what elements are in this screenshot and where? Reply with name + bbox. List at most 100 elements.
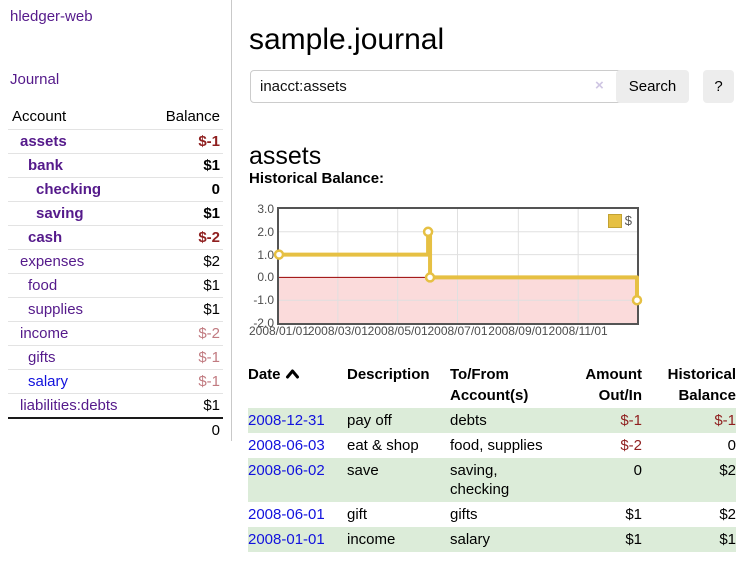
transaction-date-link[interactable]: 2008-01-01 [248, 531, 325, 548]
transaction-description: save [347, 462, 379, 479]
accounts-total-balance: 0 [145, 417, 223, 442]
transaction-date-link[interactable]: 2008-06-02 [248, 462, 325, 479]
account-link[interactable]: supplies [28, 301, 84, 318]
account-link[interactable]: food [28, 277, 58, 294]
transaction-accounts: debts [450, 412, 487, 429]
y-axis-tick: -1.0 [253, 293, 274, 308]
x-axis-tick: 2008/09/01 [488, 324, 549, 338]
accounts-table: Account Balance assets $-1 bank $1 check… [8, 104, 223, 442]
account-link[interactable]: salary [28, 373, 69, 390]
register-header-accounts: To/From Account(s) [450, 366, 529, 404]
transaction-balance: 0 [727, 437, 736, 454]
transaction-balance: $1 [719, 531, 736, 548]
accounts-header-account: Account [12, 108, 67, 125]
register-header-date[interactable]: Date [248, 362, 347, 408]
account-row: income $-2 [8, 321, 223, 346]
transaction-balance: $-1 [714, 412, 736, 429]
accounts-total-row: 0 [8, 417, 223, 442]
sort-caret-up-icon [285, 365, 300, 386]
transaction-balance: $2 [719, 506, 736, 523]
register-header-row: Date Description To/From Account(s) Amou… [248, 362, 736, 408]
main-content: sample.journal × Search ? assets Histori… [248, 0, 736, 582]
transaction-amount: 0 [633, 462, 642, 479]
account-row: food $1 [8, 273, 223, 298]
register-header-amount: Amount Out/In [585, 366, 642, 404]
y-axis-tick: 1.0 [257, 247, 274, 262]
x-axis-tick: 2008/05/01 [367, 324, 428, 338]
chart-legend: $ [605, 212, 634, 229]
account-row: cash $-2 [8, 225, 223, 250]
account-link[interactable]: bank [28, 157, 64, 174]
transaction-description: pay off [347, 412, 392, 429]
transaction-description: eat & shop [347, 437, 419, 454]
account-row: supplies $1 [8, 297, 223, 322]
account-balance: $1 [145, 153, 223, 178]
account-balance: $1 [145, 201, 223, 226]
x-axis-tick: 2008/03/01 [307, 324, 368, 338]
account-link[interactable]: checking [36, 181, 102, 198]
chart-label: Historical Balance: [249, 170, 385, 187]
balance-chart: $ 3.0 2.0 1.0 0.0 -1.0 -2.0 2008/01/01 2008/03… [248, 200, 736, 342]
transaction-amount: $1 [625, 531, 642, 548]
page-title: sample.journal [249, 23, 445, 57]
y-axis-tick: 2.0 [257, 224, 274, 239]
account-balance: $1 [145, 393, 223, 418]
y-axis-tick: -2.0 [253, 316, 274, 330]
register-header-balance: Historical Balance [667, 366, 736, 404]
account-balance: $1 [145, 273, 223, 298]
account-balance: $-2 [145, 321, 223, 346]
transaction-balance: $2 [719, 462, 736, 479]
transaction-date-link[interactable]: 2008-12-31 [248, 412, 325, 429]
search-button[interactable]: Search [616, 70, 689, 103]
account-link[interactable]: expenses [20, 253, 85, 270]
account-link[interactable]: liabilities:debts [20, 397, 118, 414]
account-link[interactable]: saving [36, 205, 84, 222]
transaction-date-link[interactable]: 2008-06-01 [248, 506, 325, 523]
app-brand-link[interactable]: hledger-web [10, 8, 93, 25]
account-link[interactable]: cash [28, 229, 63, 246]
chart-plot: $ [273, 207, 643, 325]
transaction-description: gift [347, 506, 368, 523]
account-balance: $1 [145, 297, 223, 322]
account-page-title: assets [249, 141, 322, 170]
account-link[interactable]: assets [20, 133, 67, 150]
accounts-header-balance: Balance [165, 108, 220, 125]
account-row: checking 0 [8, 177, 223, 202]
account-balance: $-1 [145, 369, 223, 394]
account-row: liabilities:debts $1 [8, 393, 223, 418]
search-input[interactable] [250, 70, 627, 103]
account-link[interactable]: gifts [28, 349, 56, 366]
transaction-description: income [347, 531, 396, 548]
legend-label: $ [624, 213, 632, 228]
account-balance: 0 [145, 177, 223, 202]
account-balance: $-1 [145, 345, 223, 370]
account-row: saving $1 [8, 201, 223, 226]
register-row: 2008-12-31 pay off debts $-1 $-1 [248, 408, 736, 433]
account-link[interactable]: income [20, 325, 69, 342]
register-row: 2008-06-01 gift gifts $1 $2 [248, 502, 736, 527]
register-table: Date Description To/From Account(s) Amou… [248, 362, 736, 552]
account-row: assets $-1 [8, 129, 223, 154]
transaction-accounts: food, supplies [450, 437, 543, 454]
chart-canvas [273, 209, 643, 323]
transaction-amount: $1 [625, 506, 642, 523]
transaction-accounts: gifts [450, 506, 478, 523]
x-axis-tick: 2008/11/01 [548, 324, 608, 338]
register-header-description: Description [347, 366, 430, 383]
transaction-accounts: saving, checking [450, 462, 510, 498]
transaction-date-link[interactable]: 2008-06-03 [248, 437, 325, 454]
y-axis-tick: 0.0 [257, 270, 274, 285]
legend-swatch-icon [607, 213, 622, 228]
x-axis-tick: 2008/07/01 [427, 324, 488, 338]
transaction-amount: $-2 [620, 437, 642, 454]
account-row: bank $1 [8, 153, 223, 178]
account-row: salary $-1 [8, 369, 223, 394]
sidebar-item-journal[interactable]: Journal [10, 71, 60, 88]
x-axis-tick: 2008/01/01 [248, 324, 310, 338]
help-button[interactable]: ? [703, 70, 734, 103]
transaction-accounts: salary [450, 531, 491, 548]
register-row: 2008-01-01 income salary $1 $1 [248, 527, 736, 552]
register-row: 2008-06-02 save saving, checking 0 $2 [248, 458, 736, 502]
clear-search-icon[interactable]: × [595, 77, 604, 94]
sidebar: hledger-web Journal Account Balance asse… [0, 0, 232, 442]
